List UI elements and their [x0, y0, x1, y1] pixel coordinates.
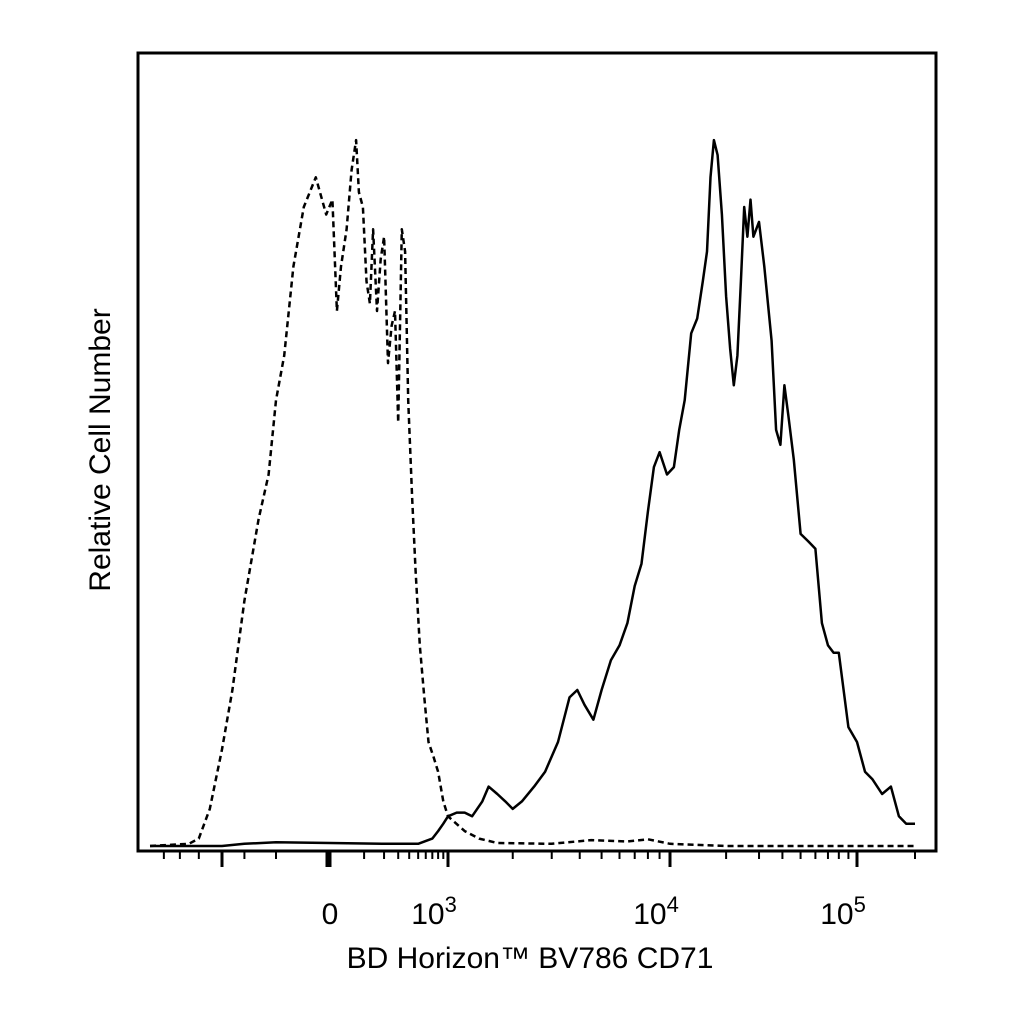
x-minor-ticks — [162, 851, 916, 859]
x-tick-label: 0 — [322, 898, 339, 931]
x-tick-label: 105 — [820, 892, 866, 931]
stained-histogram — [150, 138, 915, 848]
plot-frame — [136, 51, 938, 853]
x-major-ticks — [220, 851, 859, 867]
x-tick-label: 104 — [633, 892, 679, 931]
y-axis-title: Relative Cell Number — [84, 308, 117, 591]
series-layer — [149, 138, 915, 848]
isotype-control-histogram — [149, 138, 915, 848]
x-tick-labels: 0 103 104 105 — [322, 892, 866, 931]
x-tick-label: 103 — [411, 892, 457, 931]
x-axis-title: BD Horizon™ BV786 CD71 — [347, 942, 714, 975]
